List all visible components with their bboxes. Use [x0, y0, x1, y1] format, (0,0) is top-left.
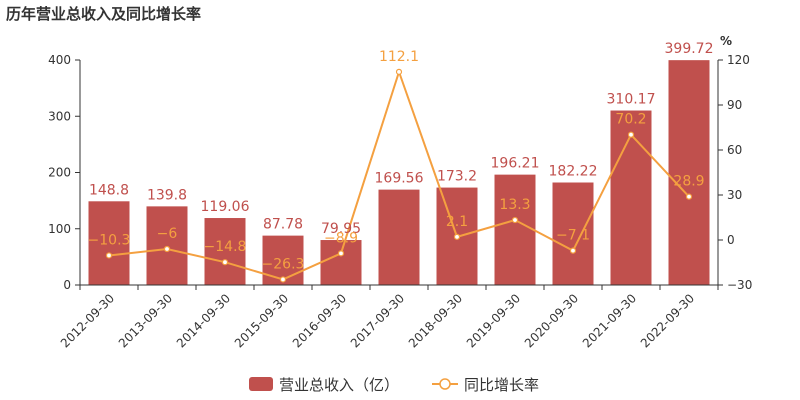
x-tick-label: 2022-09-30: [638, 291, 697, 350]
growth-point: [395, 68, 403, 75]
legend[interactable]: 营业总收入（亿） 同比增长率: [249, 376, 539, 394]
bar-value-label: 173.2: [437, 169, 477, 185]
legend-label-revenue: 营业总收入（亿）: [279, 376, 399, 394]
y-right-tick-label: 0: [727, 233, 735, 247]
bar: [610, 110, 652, 285]
bar: [320, 240, 362, 285]
legend-item-growth[interactable]: 同比增长率: [432, 376, 539, 394]
x-tick-label: 2014-09-30: [174, 291, 233, 350]
growth-value-label: −7.1: [556, 228, 590, 244]
growth-value-label: −8.9: [324, 230, 358, 246]
bar-value-label: 169.56: [375, 171, 424, 187]
y-right-tick-label: 90: [727, 98, 742, 112]
growth-point: [685, 193, 693, 200]
legend-item-revenue[interactable]: 营业总收入（亿）: [249, 376, 399, 394]
bar-value-label: 310.17: [607, 92, 656, 108]
growth-point: [453, 233, 461, 240]
line-layer: [105, 68, 693, 283]
chart-title: 历年营业总收入及同比增长率: [6, 5, 202, 23]
bar: [146, 206, 188, 285]
legend-swatch-bar: [249, 377, 273, 391]
bar-value-label: 148.8: [89, 182, 129, 198]
growth-value-label: 2.1: [446, 214, 468, 230]
x-tick-label: 2016-09-30: [290, 291, 349, 350]
x-tick-label: 2017-09-30: [348, 291, 407, 350]
bar-value-label: 79.95: [321, 221, 361, 237]
bar: [378, 189, 420, 285]
bar: [204, 218, 246, 285]
growth-point: [569, 247, 577, 254]
growth-value-label: −14.8: [204, 239, 247, 255]
x-tick-label: 2020-09-30: [522, 291, 581, 350]
bar: [494, 174, 536, 285]
legend-swatch-point: [439, 378, 451, 390]
y-left-tick-label: 0: [63, 278, 71, 292]
growth-value-label: −6: [157, 226, 178, 242]
bar-value-label: 139.8: [147, 187, 187, 203]
x-tick-label: 2018-09-30: [406, 291, 465, 350]
growth-value-label: 28.9: [673, 174, 704, 190]
growth-point: [105, 252, 113, 259]
y-right-tick-label: 120: [727, 53, 750, 67]
x-tick-label: 2019-09-30: [464, 291, 523, 350]
growth-point: [337, 250, 345, 257]
bar-value-label: 119.06: [201, 199, 250, 215]
y-left-tick-label: 400: [48, 53, 71, 67]
bar-value-label: 399.72: [665, 41, 714, 57]
bar-value-label: 196.21: [491, 156, 540, 172]
bar-value-label: 87.78: [263, 217, 303, 233]
x-tick-label: 2015-09-30: [232, 291, 291, 350]
labels-layer: 148.8 139.8 119.06 87.78 79.95 169.56 173.2 196…: [88, 41, 714, 272]
growth-point: [163, 245, 171, 253]
y-right-tick-label: 60: [727, 143, 742, 157]
growth-point: [279, 276, 287, 283]
growth-value-label: −10.3: [88, 232, 131, 248]
y-left-tick-label: 100: [48, 222, 71, 236]
bar: [552, 182, 594, 285]
growth-value-label: 70.2: [615, 112, 646, 128]
y-right-unit: %: [720, 34, 732, 48]
bar: [88, 201, 130, 285]
x-tick-label: 2021-09-30: [580, 291, 639, 350]
growth-value-label: −26.3: [262, 256, 305, 272]
y-right-tick-label: 30: [727, 188, 742, 202]
growth-point: [511, 216, 519, 224]
y-left-tick-label: 200: [48, 166, 71, 180]
x-tick-label: 2012-09-30: [58, 291, 117, 350]
y-right-tick-label: −30: [727, 278, 752, 292]
x-tick-label: 2013-09-30: [116, 291, 175, 350]
bar: [668, 60, 710, 285]
y-left-tick-label: 300: [48, 109, 71, 123]
growth-point: [221, 259, 229, 266]
growth-value-label: 13.3: [499, 197, 530, 213]
legend-label-growth: 同比增长率: [464, 376, 539, 394]
bar-value-label: 182.22: [549, 164, 598, 180]
growth-point: [627, 131, 635, 138]
growth-value-label: 112.1: [379, 49, 419, 65]
